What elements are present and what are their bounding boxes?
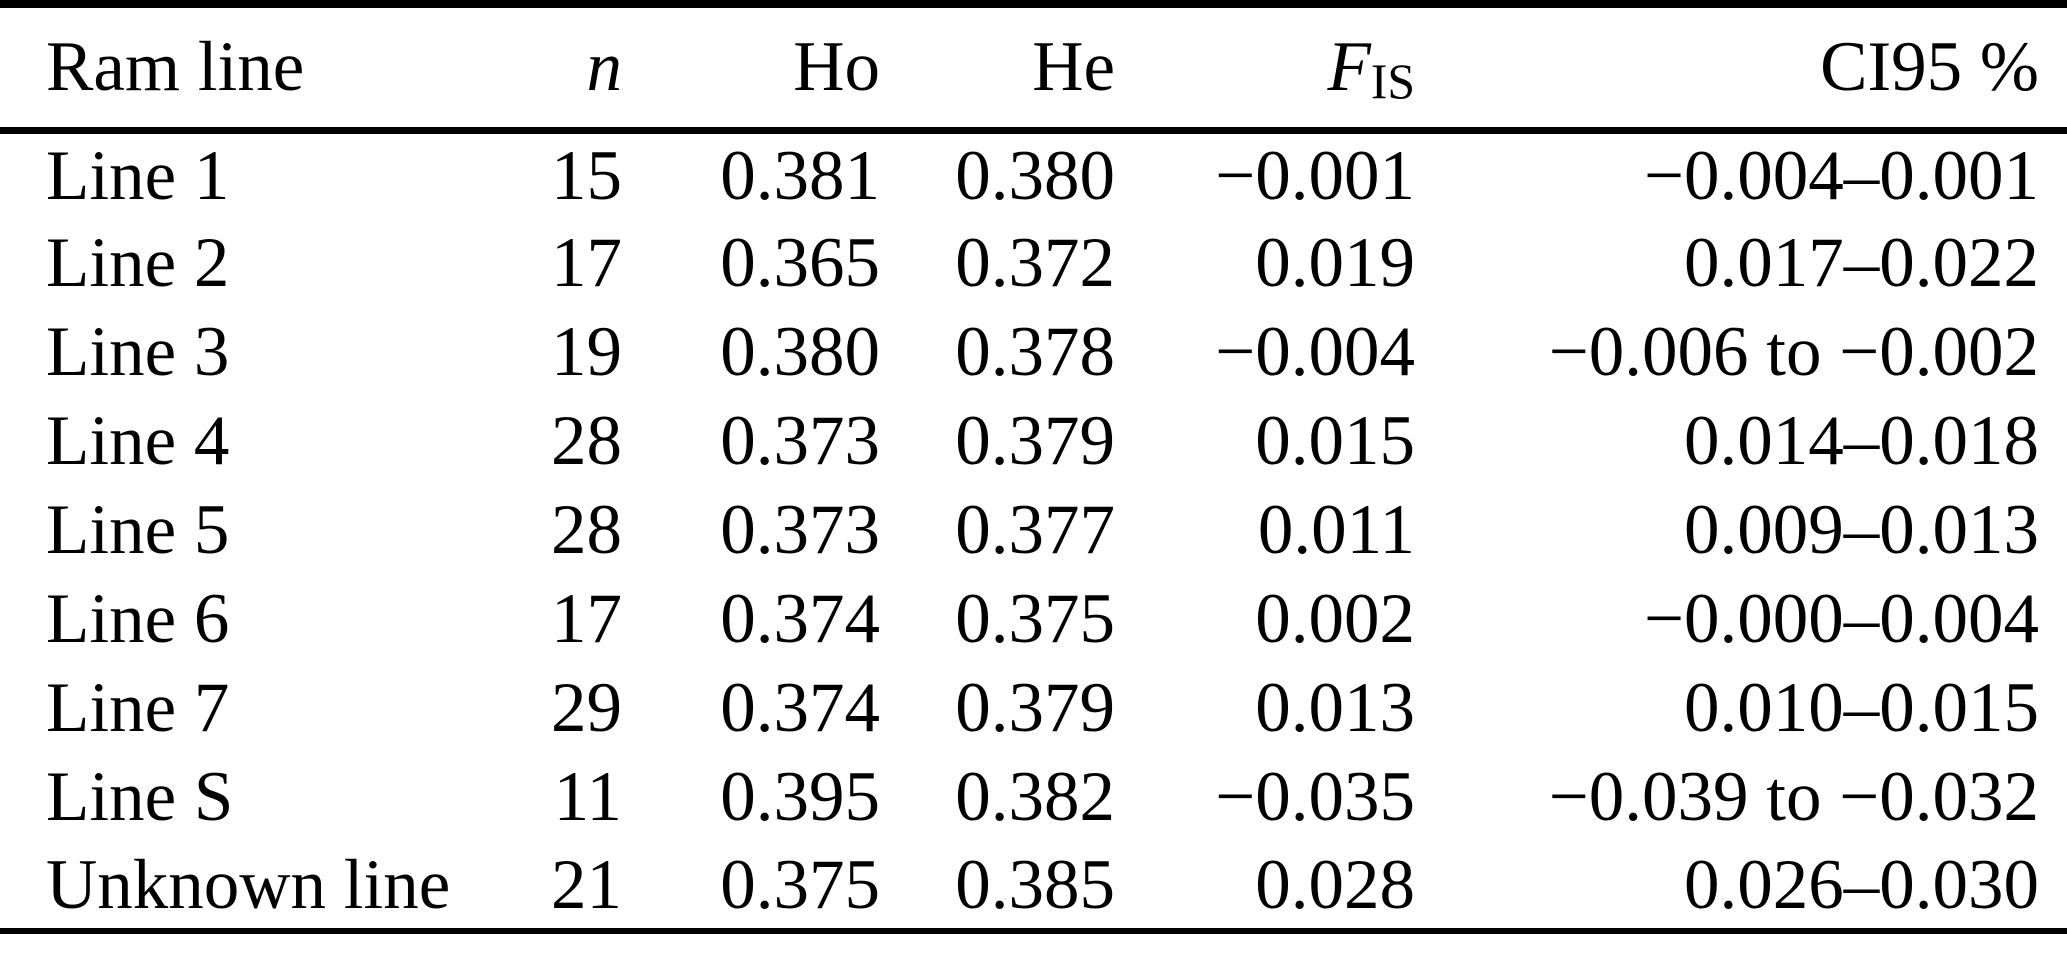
cell-fis: −0.001	[1215, 136, 1415, 215]
cell-he: 0.379	[955, 402, 1115, 480]
cell-he: 0.380	[955, 136, 1115, 215]
cell-n: 28	[551, 491, 622, 569]
cell-ram-line: Unknown line	[46, 845, 451, 924]
header-he: He	[1032, 27, 1115, 106]
cell-he: 0.385	[955, 845, 1115, 924]
header-n: n	[586, 27, 623, 106]
header-fis: FIS	[1115, 4, 1415, 130]
cell-ram-line: Line 1	[46, 136, 230, 215]
cell-n: 28	[551, 402, 622, 480]
fis-subscript: IS	[1370, 53, 1415, 109]
cell-n: 15	[551, 136, 622, 215]
cell-ho: 0.395	[720, 758, 880, 836]
cell-ci95: 0.026–0.030	[1684, 845, 2039, 924]
table-row: Line 6 17 0.374 0.375 0.002 −0.000–0.004	[0, 575, 2067, 664]
cell-ci95: −0.006 to −0.002	[1548, 313, 2039, 391]
cell-ram-line: Line 2	[46, 224, 230, 302]
cell-ci95: −0.000–0.004	[1643, 580, 2039, 658]
header-ho: Ho	[793, 27, 880, 106]
cell-n: 21	[551, 845, 622, 924]
cell-fis: 0.002	[1255, 580, 1415, 658]
cell-fis: −0.035	[1215, 758, 1415, 836]
cell-fis: 0.011	[1257, 491, 1415, 569]
cell-ci95: 0.014–0.018	[1684, 402, 2039, 480]
table-row: Line 3 19 0.380 0.378 −0.004 −0.006 to −…	[0, 308, 2067, 397]
cell-ram-line: Line 5	[46, 491, 230, 569]
table-row: Unknown line 21 0.375 0.385 0.028 0.026–…	[0, 842, 2067, 931]
cell-ho: 0.365	[720, 224, 880, 302]
table-row: Line 2 17 0.365 0.372 0.019 0.017–0.022	[0, 219, 2067, 308]
table-row: Line 5 28 0.373 0.377 0.011 0.009–0.013	[0, 486, 2067, 575]
table-body: Line 1 15 0.381 0.380 −0.001 −0.004–0.00…	[0, 130, 2067, 931]
cell-ram-line: Line S	[46, 758, 234, 836]
cell-he: 0.382	[955, 758, 1115, 836]
cell-ci95: 0.009–0.013	[1684, 491, 2039, 569]
cell-n: 17	[551, 224, 622, 302]
cell-fis: 0.013	[1255, 669, 1415, 747]
cell-fis: −0.004	[1215, 313, 1415, 391]
cell-fis: 0.028	[1255, 845, 1415, 924]
cell-ram-line: Line 4	[46, 402, 230, 480]
table-row: Line 4 28 0.373 0.379 0.015 0.014–0.018	[0, 397, 2067, 486]
cell-ho: 0.373	[720, 491, 880, 569]
cell-ci95: 0.010–0.015	[1684, 669, 2039, 747]
cell-n: 29	[551, 669, 622, 747]
cell-n: 11	[553, 758, 622, 836]
table-header: Ram line n Ho He FIS CI95 %	[0, 4, 2067, 130]
cell-ho: 0.381	[720, 136, 880, 215]
cell-ho: 0.374	[720, 580, 880, 658]
cell-n: 19	[551, 313, 622, 391]
cell-ci95: 0.017–0.022	[1684, 224, 2039, 302]
header-ram-line: Ram line	[46, 27, 305, 106]
cell-he: 0.377	[955, 491, 1115, 569]
table-row: Line 1 15 0.381 0.380 −0.001 −0.004–0.00…	[0, 130, 2067, 219]
cell-fis: 0.015	[1255, 402, 1415, 480]
header-ci95: CI95 %	[1820, 27, 2039, 106]
cell-ram-line: Line 7	[46, 669, 230, 747]
cell-n: 17	[551, 580, 622, 658]
cell-he: 0.372	[955, 224, 1115, 302]
header-row: Ram line n Ho He FIS CI95 %	[0, 4, 2067, 130]
cell-ci95: −0.004–0.001	[1643, 136, 2039, 215]
cell-he: 0.379	[955, 669, 1115, 747]
cell-ho: 0.373	[720, 402, 880, 480]
cell-ci95: −0.039 to −0.032	[1548, 758, 2039, 836]
ram-line-genetics-table: Ram line n Ho He FIS CI95 % Line 1 15 0.…	[0, 0, 2067, 934]
cell-ho: 0.380	[720, 313, 880, 391]
table-row: Line 7 29 0.374 0.379 0.013 0.010–0.015	[0, 664, 2067, 753]
cell-ho: 0.374	[720, 669, 880, 747]
cell-ram-line: Line 6	[46, 580, 230, 658]
cell-he: 0.375	[955, 580, 1115, 658]
cell-he: 0.378	[955, 313, 1115, 391]
cell-ho: 0.375	[720, 845, 880, 924]
cell-ram-line: Line 3	[46, 313, 230, 391]
fis-symbol: F	[1327, 27, 1371, 106]
cell-fis: 0.019	[1255, 224, 1415, 302]
table-row: Line S 11 0.395 0.382 −0.035 −0.039 to −…	[0, 753, 2067, 842]
